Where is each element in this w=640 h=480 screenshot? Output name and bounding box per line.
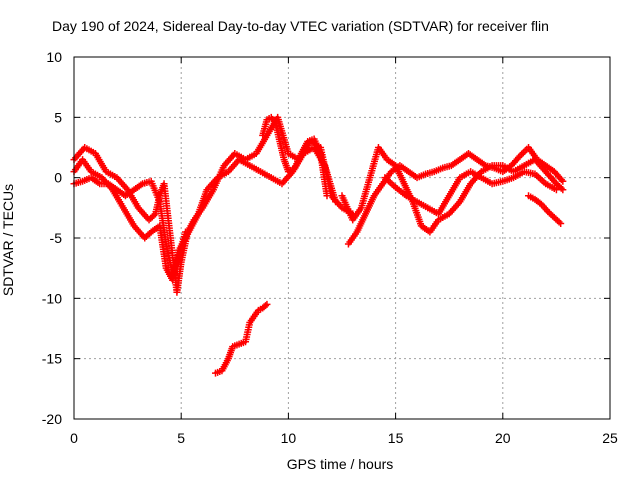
data-point bbox=[323, 192, 331, 200]
plot-frame bbox=[73, 56, 611, 420]
y-tick-label: 10 bbox=[46, 49, 62, 65]
series-track-9 bbox=[525, 192, 565, 228]
grid-lines bbox=[74, 57, 610, 419]
data-points bbox=[70, 113, 567, 377]
x-axis-label: GPS time / hours bbox=[286, 456, 394, 472]
y-tick-label: 5 bbox=[54, 109, 62, 125]
y-axis-label: SDTVAR / TECUs bbox=[0, 183, 16, 297]
series-track-8 bbox=[381, 168, 560, 218]
y-tick-label: 0 bbox=[54, 170, 62, 186]
x-tick-label: 25 bbox=[602, 430, 618, 446]
data-point bbox=[559, 186, 567, 194]
data-point bbox=[262, 302, 270, 310]
data-point bbox=[332, 198, 340, 206]
y-tick-label: -15 bbox=[42, 351, 62, 367]
data-point bbox=[557, 220, 565, 228]
chart-title: Day 190 of 2024, Sidereal Day-to-day VTE… bbox=[52, 18, 549, 34]
data-point bbox=[263, 300, 271, 308]
x-tick-label: 10 bbox=[281, 430, 297, 446]
series-track-2 bbox=[70, 144, 340, 284]
series-track-6 bbox=[338, 144, 567, 236]
x-tick-label: 0 bbox=[70, 430, 78, 446]
x-tick-label: 5 bbox=[177, 430, 185, 446]
y-tick-label: -5 bbox=[50, 230, 63, 246]
series-track-7 bbox=[344, 144, 567, 248]
x-tick-label: 20 bbox=[495, 430, 511, 446]
series-track-5 bbox=[259, 113, 331, 200]
y-tick-label: -10 bbox=[42, 290, 62, 306]
data-point bbox=[552, 186, 560, 194]
series-track-4 bbox=[212, 300, 271, 377]
x-tick-label: 15 bbox=[388, 430, 404, 446]
data-point bbox=[181, 228, 189, 236]
data-point bbox=[559, 177, 567, 185]
series-track-3 bbox=[70, 174, 189, 278]
axis-ticks: 0 5 10 15 20 25 -20 -15 -10 -5 0 5 10 bbox=[42, 49, 618, 446]
y-tick-label: -20 bbox=[42, 411, 62, 427]
